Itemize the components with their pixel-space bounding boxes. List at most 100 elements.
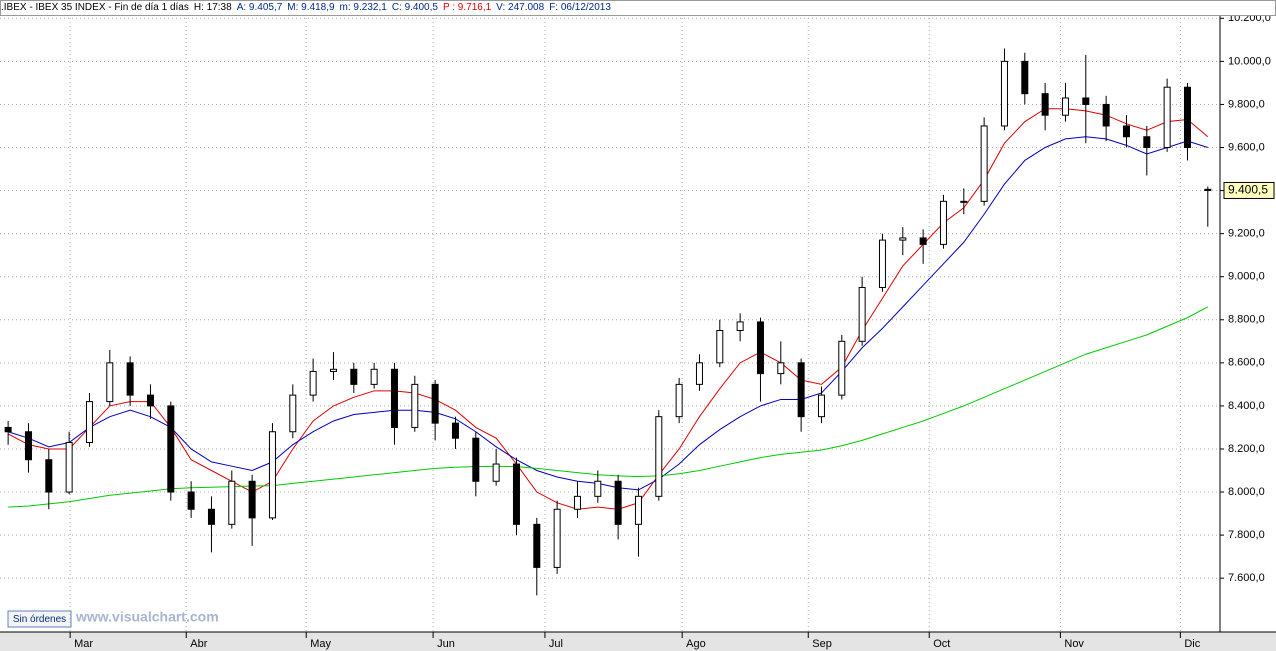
moving-average (8, 306, 1209, 508)
candle-body (390, 368, 398, 428)
x-tick-label: Abr (190, 638, 207, 650)
candle-body (594, 480, 602, 497)
candle-body (370, 368, 378, 385)
open: A: 9.405,7 (236, 2, 283, 13)
volume: V: 247.008 (496, 2, 545, 13)
x-tick-label: Mar (74, 638, 93, 650)
candle-body (655, 416, 663, 497)
candle-body (512, 463, 520, 525)
candle-body (411, 383, 419, 428)
moving-average (7, 136, 1208, 491)
candle-body (980, 125, 988, 202)
candle-body (309, 370, 317, 396)
candle-body (1163, 86, 1171, 149)
y-tick-label: 8.200,0 (1228, 443, 1265, 455)
prev: P : 9.716,1 (442, 2, 492, 13)
candle-body (1041, 93, 1049, 116)
candle-body (695, 362, 703, 385)
candle-body (797, 362, 805, 418)
candle-body (146, 394, 154, 407)
status-text[interactable]: Sin órdenes (13, 614, 66, 625)
y-tick-label: 9.600,0 (1228, 141, 1265, 153)
candle-body (268, 431, 276, 519)
candle-body (248, 480, 256, 519)
candle-body (106, 362, 114, 403)
candle-body (675, 383, 683, 418)
candle-body (919, 237, 927, 245)
y-tick-label: 7.600,0 (1228, 572, 1265, 584)
candle-body (329, 368, 337, 372)
candle-body (553, 508, 561, 568)
y-tick-label: 9.000,0 (1228, 271, 1265, 283)
candle-body (451, 422, 459, 439)
candle-body (431, 383, 439, 424)
candle-body (533, 523, 541, 568)
y-tick-label: 10.000,0 (1228, 55, 1271, 67)
candle-body (350, 368, 358, 385)
x-tick-label: Ago (686, 638, 706, 650)
candle-body (634, 495, 642, 525)
y-tick-label: 9.200,0 (1228, 228, 1265, 240)
symbol: .IBEX - IBEX 35 INDEX - Fin de día 1 día… (1, 2, 189, 13)
moving-average (7, 108, 1209, 510)
candle-body (1102, 103, 1110, 127)
x-tick-label: May (310, 638, 331, 650)
candle-body (899, 237, 907, 241)
candle-body (960, 200, 968, 203)
x-tick-label: Nov (1064, 638, 1084, 650)
candle-body (207, 508, 215, 525)
last-price-label: 9.400,5 (1228, 183, 1268, 197)
candle-body (777, 362, 785, 375)
candle-body (1000, 60, 1008, 127)
candle-body (1021, 60, 1029, 95)
candle-body (1082, 97, 1090, 105)
candle-body (716, 330, 724, 364)
high: M: 9.418,9 (287, 2, 335, 13)
x-tick-label: Oct (933, 638, 950, 650)
y-tick-label: 7.800,0 (1228, 529, 1265, 541)
candle-body (167, 405, 175, 493)
x-tick-label: Sep (812, 638, 832, 650)
candle-body (472, 437, 480, 482)
date: F: 06/12/2013 (549, 2, 611, 13)
candle-body (939, 200, 947, 245)
header-bar: .IBEX - IBEX 35 INDEX - Fin de día 1 día… (0, 0, 1276, 16)
candle-body (1143, 136, 1151, 149)
candle-body (817, 394, 825, 418)
candle-body (1204, 188, 1212, 191)
x-axis-band (0, 632, 1276, 651)
x-tick-label: Dic (1184, 638, 1200, 650)
candle-body (228, 480, 236, 525)
x-tick-label: Jul (549, 638, 563, 650)
candle-body (1122, 125, 1130, 138)
y-tick-label: 8.600,0 (1228, 357, 1265, 369)
y-tick-label: 8.400,0 (1228, 400, 1265, 412)
last-price-box (1223, 181, 1275, 199)
candle-body (289, 394, 297, 433)
watermark: www.visualchart.com (75, 609, 219, 625)
candle-body (85, 401, 93, 444)
candle-body (24, 431, 32, 461)
y-tick-label: 9.800,0 (1228, 98, 1265, 110)
candle-body (1183, 86, 1191, 149)
candle-body (126, 362, 134, 396)
x-tick-label: Jun (437, 638, 455, 650)
candle-body (187, 491, 195, 510)
low: m: 9.232,1 (339, 2, 387, 13)
candle-body (45, 459, 53, 493)
y-tick-label: 8.800,0 (1228, 314, 1265, 326)
candle-body (838, 340, 846, 396)
status-box[interactable] (7, 610, 72, 628)
close: C: 9.400,5 (391, 2, 438, 13)
candle-body (1061, 97, 1069, 116)
time: H: 17:38 (193, 2, 232, 13)
candle-body (756, 321, 764, 375)
candle-body (614, 480, 622, 525)
candle-body (573, 495, 581, 510)
candle-body (878, 239, 886, 288)
candle-body (858, 286, 866, 342)
candle-body (65, 442, 73, 493)
candle-body (492, 463, 500, 482)
